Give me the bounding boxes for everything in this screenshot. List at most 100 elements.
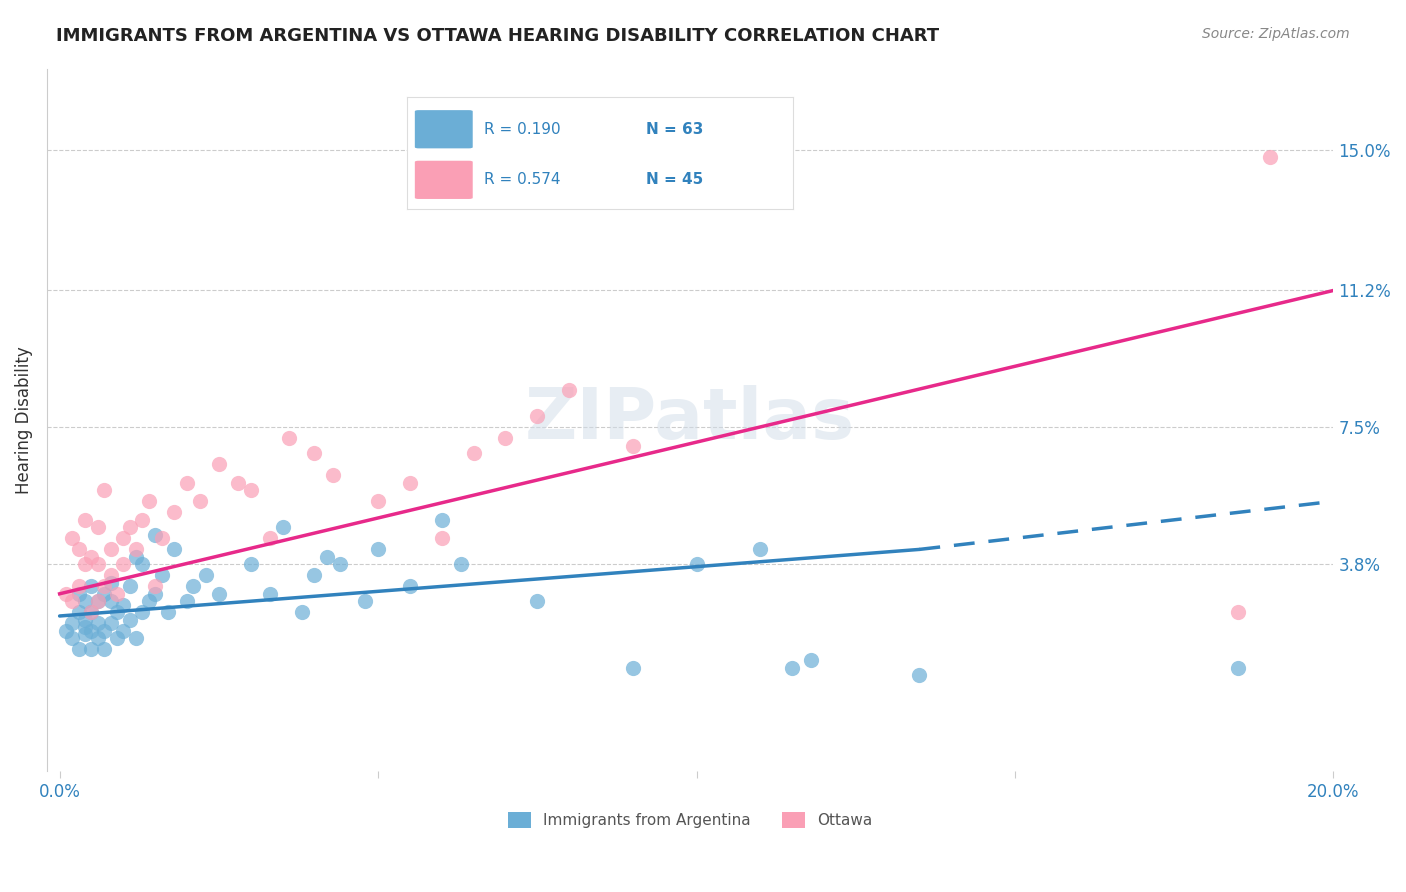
Immigrants from Argentina xyxy=(259,587,281,601)
Immigrants from Argentina xyxy=(354,594,377,608)
Immigrants from Argentina xyxy=(80,579,103,593)
Ottawa xyxy=(322,468,344,483)
Immigrants from Argentina xyxy=(93,587,115,601)
Ottawa xyxy=(75,513,97,527)
Immigrants from Argentina xyxy=(908,668,931,682)
Ottawa xyxy=(239,483,262,498)
Immigrants from Argentina xyxy=(150,568,173,582)
Immigrants from Argentina xyxy=(75,594,97,608)
Immigrants from Argentina xyxy=(195,568,218,582)
Ottawa xyxy=(367,494,389,508)
Immigrants from Argentina xyxy=(271,520,294,534)
Immigrants from Argentina xyxy=(176,594,198,608)
Immigrants from Argentina xyxy=(80,642,103,657)
Ottawa xyxy=(558,384,581,398)
Immigrants from Argentina xyxy=(685,558,707,572)
Ottawa xyxy=(112,558,135,572)
Immigrants from Argentina xyxy=(100,594,122,608)
Immigrants from Argentina xyxy=(183,579,205,593)
Immigrants from Argentina xyxy=(208,587,231,601)
Ottawa xyxy=(188,494,211,508)
Immigrants from Argentina xyxy=(112,624,135,638)
Immigrants from Argentina xyxy=(93,624,115,638)
Immigrants from Argentina xyxy=(526,594,548,608)
Ottawa xyxy=(55,587,77,601)
Ottawa xyxy=(60,531,83,545)
Ottawa xyxy=(259,531,281,545)
Immigrants from Argentina xyxy=(399,579,422,593)
Immigrants from Argentina xyxy=(131,605,153,619)
Immigrants from Argentina xyxy=(118,579,141,593)
Ottawa xyxy=(208,458,231,472)
Ottawa xyxy=(60,594,83,608)
Immigrants from Argentina xyxy=(67,642,90,657)
Immigrants from Argentina xyxy=(621,661,644,675)
Ottawa xyxy=(526,409,548,424)
Ottawa xyxy=(621,439,644,453)
Ottawa xyxy=(304,446,326,460)
Immigrants from Argentina xyxy=(93,642,115,657)
Immigrants from Argentina xyxy=(75,627,97,641)
Immigrants from Argentina xyxy=(450,558,472,572)
Text: Source: ZipAtlas.com: Source: ZipAtlas.com xyxy=(1202,27,1350,41)
Immigrants from Argentina xyxy=(118,613,141,627)
Ottawa xyxy=(112,531,135,545)
Immigrants from Argentina xyxy=(800,653,823,667)
Ottawa xyxy=(463,446,485,460)
Immigrants from Argentina xyxy=(105,631,128,645)
Ottawa xyxy=(143,579,166,593)
Immigrants from Argentina xyxy=(131,558,153,572)
Ottawa xyxy=(118,520,141,534)
Y-axis label: Hearing Disability: Hearing Disability xyxy=(15,346,32,494)
Ottawa xyxy=(494,432,516,446)
Immigrants from Argentina xyxy=(316,549,339,564)
Immigrants from Argentina xyxy=(780,661,803,675)
Immigrants from Argentina xyxy=(163,542,186,557)
Ottawa xyxy=(430,531,453,545)
Ottawa xyxy=(75,558,97,572)
Ottawa xyxy=(399,475,422,490)
Ottawa xyxy=(1226,605,1249,619)
Immigrants from Argentina xyxy=(75,613,97,627)
Ottawa xyxy=(67,579,90,593)
Ottawa xyxy=(100,568,122,582)
Legend: Immigrants from Argentina, Ottawa: Immigrants from Argentina, Ottawa xyxy=(502,805,879,834)
Immigrants from Argentina xyxy=(239,558,262,572)
Ottawa xyxy=(176,475,198,490)
Ottawa xyxy=(93,579,115,593)
Immigrants from Argentina xyxy=(329,558,352,572)
Immigrants from Argentina xyxy=(125,549,148,564)
Immigrants from Argentina xyxy=(105,605,128,619)
Immigrants from Argentina xyxy=(87,631,110,645)
Ottawa xyxy=(277,432,299,446)
Ottawa xyxy=(150,531,173,545)
Ottawa xyxy=(138,494,160,508)
Ottawa xyxy=(100,542,122,557)
Immigrants from Argentina xyxy=(60,616,83,631)
Immigrants from Argentina xyxy=(112,598,135,612)
Immigrants from Argentina xyxy=(430,513,453,527)
Ottawa xyxy=(1258,150,1281,164)
Ottawa xyxy=(67,542,90,557)
Immigrants from Argentina xyxy=(87,616,110,631)
Immigrants from Argentina xyxy=(67,605,90,619)
Immigrants from Argentina xyxy=(100,575,122,590)
Ottawa xyxy=(163,505,186,519)
Ottawa xyxy=(105,587,128,601)
Text: IMMIGRANTS FROM ARGENTINA VS OTTAWA HEARING DISABILITY CORRELATION CHART: IMMIGRANTS FROM ARGENTINA VS OTTAWA HEAR… xyxy=(56,27,939,45)
Ottawa xyxy=(87,594,110,608)
Immigrants from Argentina xyxy=(80,624,103,638)
Immigrants from Argentina xyxy=(75,620,97,634)
Immigrants from Argentina xyxy=(291,605,314,619)
Immigrants from Argentina xyxy=(304,568,326,582)
Immigrants from Argentina xyxy=(367,542,389,557)
Immigrants from Argentina xyxy=(80,605,103,619)
Ottawa xyxy=(125,542,148,557)
Immigrants from Argentina xyxy=(1226,661,1249,675)
Immigrants from Argentina xyxy=(100,616,122,631)
Ottawa xyxy=(80,605,103,619)
Text: ZIPatlas: ZIPatlas xyxy=(524,385,855,454)
Immigrants from Argentina xyxy=(156,605,179,619)
Immigrants from Argentina xyxy=(749,542,772,557)
Immigrants from Argentina xyxy=(55,624,77,638)
